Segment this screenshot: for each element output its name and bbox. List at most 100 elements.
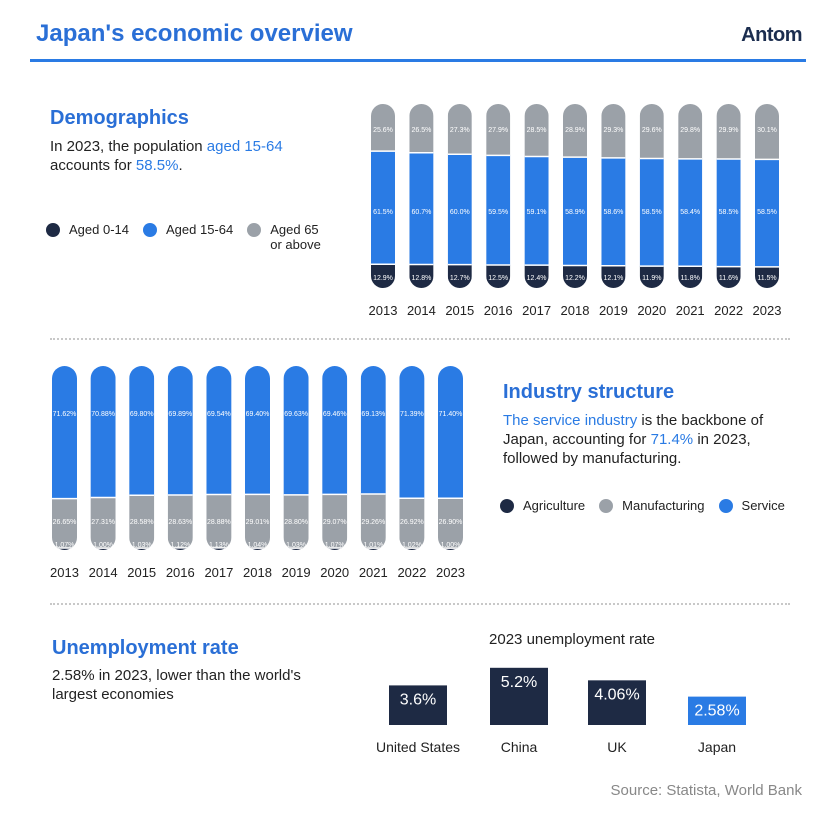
- bar-segment: [409, 152, 434, 265]
- legend-dot-gray: [247, 223, 262, 237]
- bar-group: [206, 366, 232, 550]
- source-note: Source: Statista, World Bank: [610, 782, 802, 799]
- data-label: 27.9%: [488, 127, 508, 134]
- legend-dot-dark: [500, 499, 514, 513]
- legend-item-service: Service: [718, 498, 785, 513]
- industry-text-highlight-pct: 71.4%: [650, 431, 694, 448]
- bar-group: [486, 104, 511, 288]
- data-label: 28.88%: [207, 519, 231, 526]
- industry-heading: Industry structure: [503, 381, 675, 403]
- bar-segment: [678, 104, 703, 160]
- bar-segment: [524, 104, 549, 157]
- x-tick-label: 2014: [407, 303, 436, 318]
- data-label: 1.07%: [55, 542, 75, 549]
- bar-segment: [360, 548, 386, 550]
- x-tick-label: UK: [607, 739, 627, 755]
- demographics-text-mid: accounts for: [50, 157, 136, 174]
- bar-group: [601, 104, 626, 288]
- header-divider: [30, 59, 806, 62]
- bar-segment: [52, 366, 77, 500]
- bar-segment: [283, 366, 309, 496]
- x-tick-label: 2013: [369, 303, 398, 318]
- x-tick-label: 2021: [359, 565, 388, 580]
- industry-text: The service industry is the backbone of …: [503, 411, 793, 468]
- bar-segment: [486, 155, 511, 266]
- bar-segment: [167, 495, 193, 549]
- unemployment-text: 2.58% in 2023, lower than the world's la…: [52, 667, 301, 703]
- bar-segment: [90, 366, 116, 498]
- data-label: 29.26%: [361, 519, 385, 526]
- data-label: 1.02%: [402, 542, 422, 549]
- legend-item-manufacturing: Manufacturing: [599, 498, 705, 513]
- bar-segment: [563, 157, 587, 267]
- data-label: 1.04%: [248, 542, 268, 549]
- data-label: 28.80%: [284, 519, 308, 526]
- data-label: 26.90%: [439, 519, 463, 526]
- data-label: 26.65%: [53, 519, 77, 526]
- data-label: 69.54%: [207, 411, 231, 418]
- data-label: 12.5%: [488, 275, 508, 282]
- data-label: 1.07%: [325, 542, 345, 549]
- bar: [588, 680, 646, 725]
- legend-label: Manufacturing: [622, 498, 705, 513]
- data-label: 28.9%: [565, 127, 585, 134]
- bar-segment: [371, 104, 395, 152]
- section-divider: [50, 338, 790, 340]
- data-label: 11.5%: [757, 275, 776, 282]
- demographics-text-end: .: [178, 157, 183, 174]
- bar-segment: [129, 548, 155, 550]
- bar-segment: [524, 265, 549, 288]
- data-label: 12.8%: [411, 275, 431, 282]
- data-label: 5.2%: [501, 674, 537, 691]
- demographics-heading: Demographics: [50, 107, 189, 129]
- x-tick-label: 2021: [676, 303, 705, 318]
- data-label: 58.6%: [603, 209, 623, 216]
- data-label: 28.5%: [527, 127, 547, 134]
- x-tick-label: 2020: [320, 565, 349, 580]
- industry-text-mid: is the backbone of Japan, accounting for: [503, 412, 764, 448]
- data-label: 11.9%: [642, 275, 661, 282]
- bar-segment: [360, 493, 386, 549]
- bar-segment: [438, 366, 463, 499]
- bar-segment: [52, 548, 77, 550]
- bar-segment: [283, 494, 309, 549]
- data-label: 69.13%: [361, 411, 385, 418]
- data-label: 4.06%: [594, 686, 639, 703]
- bar-group: [716, 104, 741, 288]
- bar-segment: [90, 548, 116, 550]
- data-label: 58.5%: [719, 209, 739, 216]
- x-tick-label: Japan: [698, 739, 736, 755]
- legend-item-aged-0-14: Aged 0-14: [46, 222, 129, 237]
- bar-segment: [716, 266, 741, 288]
- bar-group: [409, 104, 434, 288]
- data-label: 69.40%: [246, 411, 270, 418]
- x-tick-label: 2018: [561, 303, 590, 318]
- legend-label: Aged 0-14: [69, 222, 129, 237]
- data-label: 30.1%: [757, 127, 777, 134]
- data-label: 11.6%: [719, 275, 738, 282]
- industry-chart: 1.07% 26.65% 71.62% 2013 1.00% 27.31% 70.88% 20…: [50, 366, 465, 580]
- bar-segment: [409, 104, 434, 154]
- bar: [490, 667, 548, 725]
- bar-segment: [755, 266, 779, 288]
- bar-segment: [678, 158, 703, 267]
- x-tick-label: 2014: [89, 565, 118, 580]
- data-label: 1.03%: [286, 542, 306, 549]
- bar-segment: [438, 548, 463, 550]
- bar-group: [524, 104, 549, 288]
- bar-group: [438, 366, 463, 550]
- data-label: 59.5%: [488, 209, 508, 216]
- x-tick-label: 2017: [522, 303, 551, 318]
- data-label: 26.5%: [411, 127, 431, 134]
- legend-label: Aged 15-64: [166, 222, 234, 237]
- data-label: 12.1%: [603, 275, 623, 282]
- legend-dot-blue: [143, 223, 157, 237]
- legend-dot-blue: [718, 499, 733, 513]
- bar-segment: [206, 494, 232, 549]
- legend-label: Aged 65 or above: [270, 222, 321, 252]
- data-label: 1.01%: [363, 542, 383, 549]
- bar-segment: [716, 159, 741, 268]
- bar-group: [447, 104, 472, 288]
- data-label: 29.8%: [680, 127, 700, 134]
- bar-segment: [447, 104, 472, 155]
